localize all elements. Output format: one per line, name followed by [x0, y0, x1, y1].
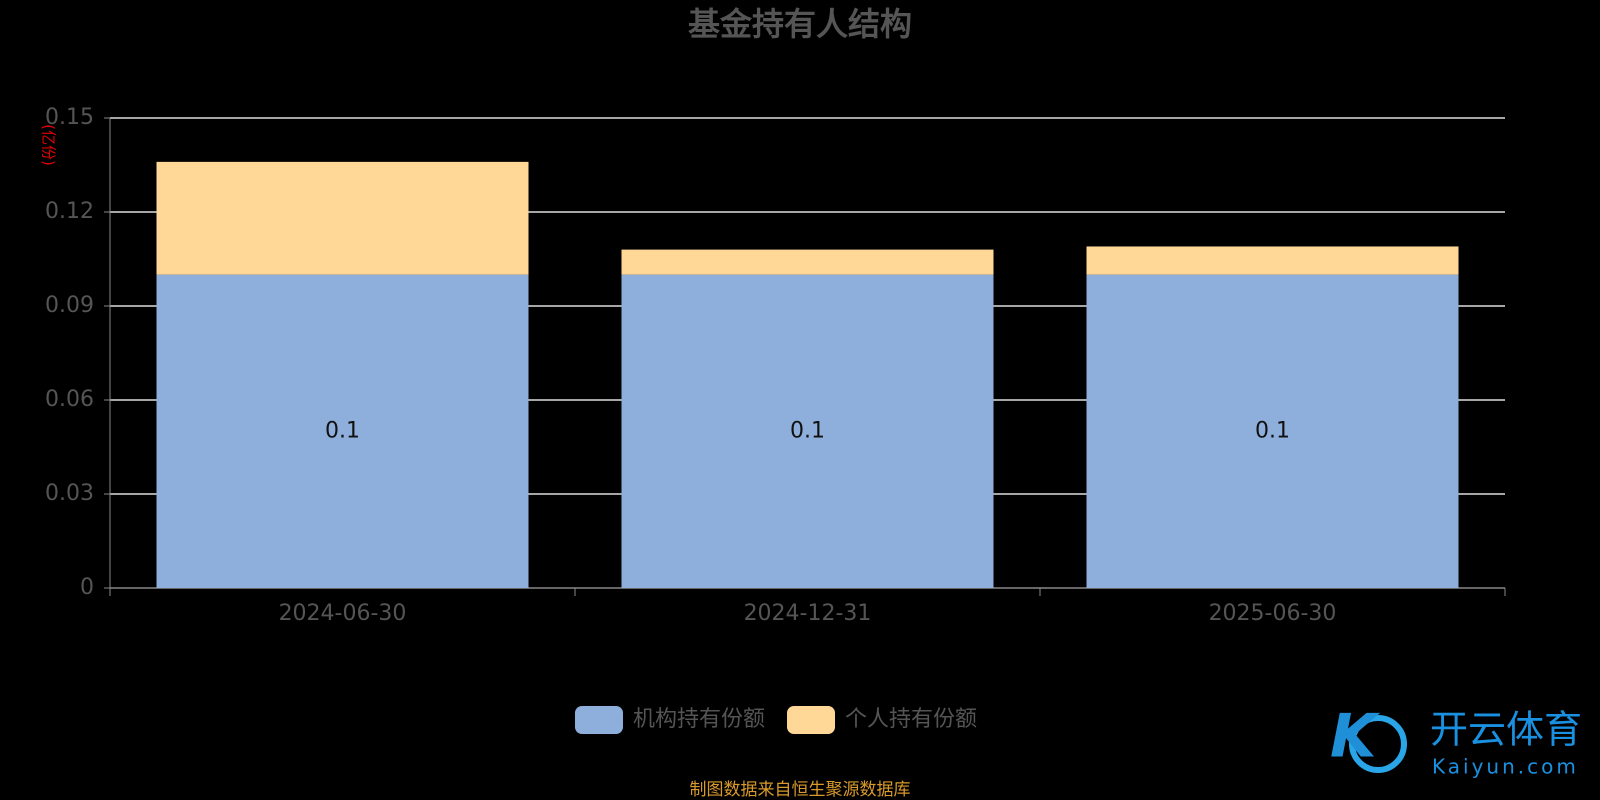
bar-segment	[156, 161, 529, 275]
data-label: 0.1	[325, 418, 360, 443]
watermark-logo	[1349, 715, 1407, 773]
watermark-url: Kaiyun.com	[1432, 755, 1579, 779]
watermark: K 开云体育 Kaiyun.com	[1330, 702, 1582, 779]
data-label: 0.1	[1255, 418, 1290, 443]
y-axis-label: (亿份)	[40, 124, 58, 166]
data-label: 0.1	[790, 418, 825, 443]
x-tick-label: 2025-06-30	[1209, 601, 1337, 626]
bar-segment	[1086, 274, 1459, 588]
legend-label: 个人持有份额	[845, 707, 977, 732]
chart-title: 基金持有人结构	[688, 5, 912, 43]
y-tick-label: 0.06	[45, 387, 94, 412]
y-tick-label: 0	[80, 575, 94, 600]
legend-label: 机构持有份额	[633, 707, 765, 732]
watermark-logo-letter: K	[1330, 702, 1381, 772]
watermark-name: 开云体育	[1430, 708, 1582, 752]
y-tick-label: 0.12	[45, 199, 94, 224]
legend-swatch	[575, 706, 623, 734]
bar-segment	[621, 249, 994, 275]
bar-segment	[156, 274, 529, 588]
y-tick-label: 0.03	[45, 481, 94, 506]
x-tick-label: 2024-06-30	[279, 601, 407, 626]
y-tick-label: 0.15	[45, 105, 94, 130]
source-note: 制图数据来自恒生聚源数据库	[690, 780, 911, 800]
y-tick-label: 0.09	[45, 293, 94, 318]
bar-segment	[1086, 246, 1459, 275]
bar-segment	[621, 274, 994, 588]
legend-swatch	[787, 706, 836, 734]
x-tick-label: 2024-12-31	[744, 601, 872, 626]
